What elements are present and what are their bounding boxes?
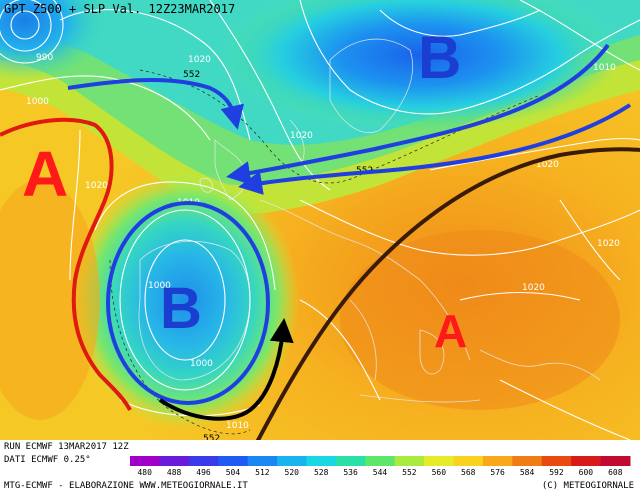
black-arrow (158, 318, 294, 421)
legend-swatch (277, 456, 307, 466)
low-iberia-circle (106, 201, 270, 405)
legend-swatch (335, 456, 366, 466)
credit-right: (C) METEOGIORNALE (541, 481, 634, 491)
legend-swatch (247, 456, 278, 466)
isobar-label-1000: 1000 (190, 359, 213, 369)
isobar-label-1020: 1020 (290, 131, 313, 141)
height-label-552: 552 (203, 434, 220, 444)
legend-swatch (453, 456, 484, 466)
legend-value: 528 (314, 468, 329, 477)
low-letter-iberia: B (160, 276, 202, 341)
isobar-label-1000: 1000 (26, 97, 49, 107)
legend-value: 544 (373, 468, 388, 477)
legend-value: 608 (608, 468, 623, 477)
low-northwest (0, 0, 110, 80)
legend-value: 504 (226, 468, 241, 477)
isobar-label-1020: 1020 (536, 160, 559, 170)
blue-arrow-east-upper (226, 43, 610, 186)
legend-swatch (306, 456, 337, 466)
color-legend: 480 488 496 504 512 520 528 536 544 552 560 568 576 5… (130, 456, 631, 477)
height-contour-552 (139, 69, 541, 184)
legend-value: 560 (432, 468, 447, 477)
legend-swatch (482, 456, 513, 466)
legend-swatch (424, 456, 455, 466)
legend-value: 488 (167, 468, 182, 477)
low-letter-north: B (418, 24, 461, 91)
legend-value: 480 (137, 468, 152, 477)
blue-arrow-west (67, 78, 244, 130)
legend-swatch (130, 456, 160, 466)
legend-value: 568 (461, 468, 476, 477)
credit-left: MTG-ECMWF - ELABORAZIONE WWW.METEOGIORNA… (4, 481, 248, 491)
isobar-labels: 990 1000 1020 1020 1010 1020 1010 1000 1… (26, 53, 620, 454)
isobar-label-1010: 1010 (593, 63, 616, 73)
legend-value: 496 (196, 468, 211, 477)
legend-swatch (541, 456, 572, 466)
legend-swatch (365, 456, 396, 466)
data-info: DATI ECMWF 0.25° (4, 455, 91, 465)
high-boundary-line (0, 117, 132, 411)
legend-value: 520 (285, 468, 300, 477)
coastlines (138, 38, 601, 403)
legend-value: 512 (255, 468, 270, 477)
legend-value: 592 (549, 468, 564, 477)
footer-band (0, 440, 640, 494)
high-letter-east: A (434, 305, 467, 357)
legend-swatch (600, 456, 631, 466)
legend-value: 552 (402, 468, 417, 477)
isobar-label-1020: 1020 (188, 55, 211, 65)
isobar-label-1020: 1020 (522, 283, 545, 293)
legend-swatch (159, 456, 190, 466)
low-north (220, 0, 620, 130)
high-letter-west: A (22, 138, 68, 210)
legend-swatch (394, 456, 425, 466)
blue-arrow-east-lower (238, 103, 632, 195)
isobar-label-1020: 1020 (597, 239, 620, 249)
legend-value: 600 (579, 468, 594, 477)
legend-value: 584 (520, 468, 535, 477)
legend-swatch (188, 456, 219, 466)
legend-swatch (512, 456, 543, 466)
isobar-label-1000: 1000 (148, 281, 171, 291)
ridge-axis-line (248, 147, 640, 456)
map-title: GPT Z500 + SLP Val. 12Z23MAR2017 (4, 2, 236, 16)
isobar-label-1010: 1010 (226, 421, 249, 431)
isobar-label-990: 990 (36, 53, 53, 63)
legend-swatch (571, 456, 602, 466)
height-label-552: 552 (183, 70, 200, 80)
legend-swatch (218, 456, 249, 466)
run-info: RUN ECMWF 13MAR2017 12Z (4, 442, 129, 452)
legend-value: 576 (490, 468, 505, 477)
isobar-label-1020: 1020 (85, 181, 108, 191)
legend-value: 536 (343, 468, 358, 477)
